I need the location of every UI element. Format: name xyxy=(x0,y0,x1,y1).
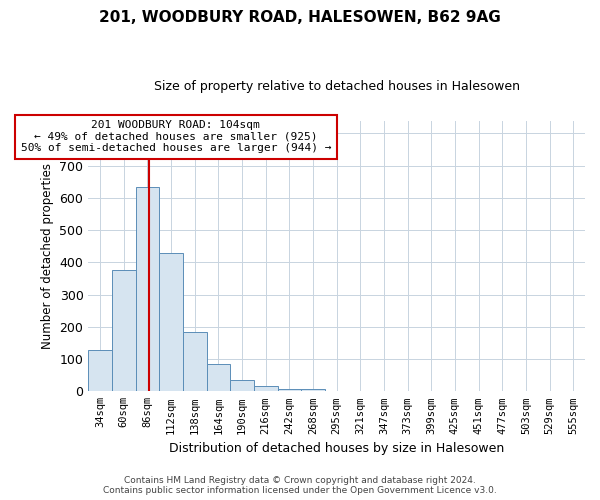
Bar xyxy=(112,270,136,392)
Bar xyxy=(136,188,159,392)
Y-axis label: Number of detached properties: Number of detached properties xyxy=(41,163,54,349)
Bar xyxy=(254,386,278,392)
Bar xyxy=(278,388,301,392)
Bar xyxy=(206,364,230,392)
Bar xyxy=(301,388,325,392)
Title: Size of property relative to detached houses in Halesowen: Size of property relative to detached ho… xyxy=(154,80,520,93)
Bar xyxy=(88,350,112,392)
Bar xyxy=(183,332,206,392)
Text: Contains HM Land Registry data © Crown copyright and database right 2024.
Contai: Contains HM Land Registry data © Crown c… xyxy=(103,476,497,495)
Bar xyxy=(159,254,183,392)
Text: 201, WOODBURY ROAD, HALESOWEN, B62 9AG: 201, WOODBURY ROAD, HALESOWEN, B62 9AG xyxy=(99,10,501,25)
Text: 201 WOODBURY ROAD: 104sqm
← 49% of detached houses are smaller (925)
50% of semi: 201 WOODBURY ROAD: 104sqm ← 49% of detac… xyxy=(20,120,331,154)
X-axis label: Distribution of detached houses by size in Halesowen: Distribution of detached houses by size … xyxy=(169,442,504,455)
Bar xyxy=(230,380,254,392)
